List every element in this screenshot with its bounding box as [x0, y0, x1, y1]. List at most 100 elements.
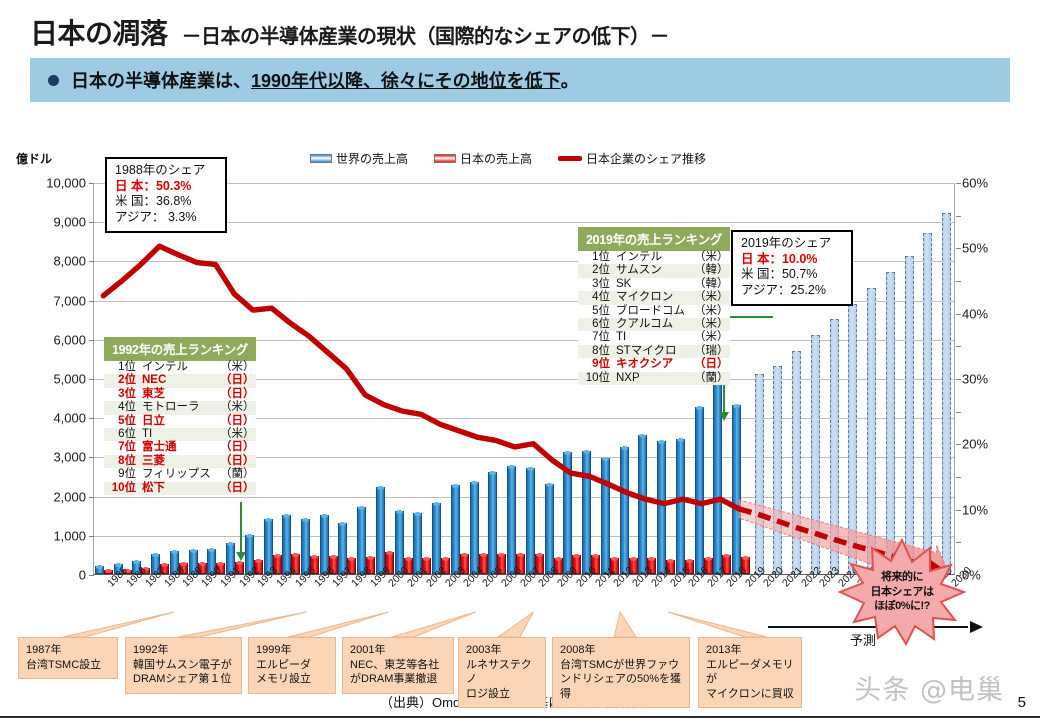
ranking-pos: 1位 — [592, 251, 610, 263]
bar-cap — [311, 554, 318, 559]
bar-cap — [152, 553, 160, 558]
bar-world-2010 — [563, 451, 573, 574]
bar-cap — [170, 550, 178, 555]
bar-cap — [273, 554, 281, 559]
share-callout-1988-title: 1988年のシェア — [115, 163, 206, 177]
legend-item-3: 日本企業のシェア推移 — [558, 150, 706, 167]
timeline-note-year: 2001年 — [350, 644, 386, 656]
bar-cap — [479, 553, 487, 558]
bar-japan-1997 — [328, 554, 338, 574]
starburst-text: 将来的に 日本シェアは ほぼ0%に!? — [838, 538, 966, 646]
tick-mark — [89, 575, 94, 576]
timeline-note-1992年: 1992年 韓国サムスン電子が DRAMシェア第１位 — [125, 637, 242, 694]
bar-japan-2013 — [628, 557, 638, 574]
bar-world-2002 — [413, 511, 423, 574]
bar-cap — [142, 566, 150, 571]
ranking-pos: 7位 — [118, 441, 136, 454]
bar-cap — [629, 557, 637, 562]
ranking-row: 6位 TI （米） — [104, 428, 256, 442]
ranking-country: （日） — [694, 358, 729, 371]
bar-cap — [433, 502, 441, 507]
bar-cap — [227, 542, 235, 547]
bar-cap — [133, 560, 141, 565]
ranking-pos: 5位 — [592, 304, 610, 317]
bar-cap — [404, 556, 412, 561]
tick-mark — [956, 215, 961, 217]
ranking-row: 8位 三菱 （日） — [104, 454, 256, 469]
tick-mark — [89, 339, 94, 341]
tick-mark — [956, 477, 961, 478]
timeline-note-year: 1999年 — [256, 644, 292, 656]
timeline-note-text: メモリ設立 — [256, 673, 311, 686]
ranking-country: （米） — [220, 401, 255, 414]
ranking-row: 3位 SK （韓） — [578, 277, 730, 292]
bar-world-2028 — [904, 256, 914, 574]
y-axis-left-tick: 2,000 — [53, 489, 86, 505]
bar-japan-1993 — [253, 559, 263, 574]
bar-world-1994 — [263, 518, 273, 574]
banner-lead: 日本の半導体産業は、 — [71, 71, 251, 91]
ranking-pos: 7位 — [592, 331, 610, 344]
gridline — [94, 222, 954, 224]
bar-cap — [667, 558, 675, 563]
timeline-note-text: ンドリシェアの50%を獲得 — [560, 673, 682, 700]
ranking-name: フィリップス — [142, 468, 211, 481]
bar-cap — [339, 522, 347, 527]
starburst-line-1: 将来的に — [881, 570, 924, 583]
tick-mark — [89, 300, 94, 302]
bar-cap — [526, 467, 534, 472]
ranking-row: 4位 マイクロン （米） — [578, 291, 730, 305]
timeline-note-year: 1987年 — [26, 644, 62, 656]
y-axis-right-tick: 60% — [962, 175, 989, 191]
bar-cap — [470, 480, 478, 485]
bar-japan-1994 — [272, 554, 282, 574]
bar-world-2019 — [732, 404, 741, 574]
bar-cap — [302, 518, 309, 523]
timeline-note-text: ルネサステクノ — [466, 658, 532, 686]
bar-cap — [554, 556, 562, 561]
y-axis-right-tick: 30% — [962, 371, 989, 387]
ranking-name: TI — [616, 331, 627, 344]
timeline-note-text: エルピーダメモリが — [706, 658, 794, 686]
bar-cap — [489, 471, 497, 476]
forecast-range-arrow: 予測 — [768, 620, 983, 650]
legend-bar-swatch — [310, 154, 332, 163]
chart-container: 億ドル 世界の売上高 日本の売上高 日本企業のシェア推移 0 1,000 2,000 3,… — [0, 110, 1040, 647]
tick-mark — [89, 222, 94, 224]
ranking-country: （日） — [220, 481, 255, 494]
forecast-arrow-shaft — [768, 626, 968, 628]
legend-bar-swatch — [434, 154, 457, 163]
ranking-country: （米） — [694, 331, 729, 344]
timeline-note-1999年: 1999年 エルピーダ メモリ設立 — [248, 637, 336, 694]
ranking-table-2019-body: 1位 インテル （米） 2位 サムスン （韓） 3位 SK （韓） 4位 マイクロン （米） 5位 ブロー… — [578, 251, 730, 386]
bar-cap — [648, 557, 656, 562]
bar-cap — [601, 457, 609, 462]
bar-cap — [676, 437, 684, 442]
bar-japan-2003 — [441, 556, 451, 574]
ranking-name: 富士通 — [142, 441, 177, 454]
bar-cap — [442, 556, 450, 561]
tick-mark — [956, 542, 961, 544]
ranking-row: 9位 フィリップス （蘭） — [104, 468, 256, 482]
forecast-arrow-tip — [970, 621, 983, 633]
bar-world-1985 — [94, 565, 104, 574]
bar-cap — [535, 552, 543, 557]
timeline-note-text: ロジ設立 — [466, 687, 510, 700]
bar-world-2015 — [657, 439, 667, 574]
bar-cap — [208, 547, 216, 552]
bar-cap — [104, 569, 112, 574]
share-callout-2019-us: 米 国：50.7% — [741, 267, 818, 282]
bar-japan-2001 — [403, 556, 413, 574]
bar-cap — [423, 557, 431, 562]
ranking-name: クアルコム — [616, 318, 674, 331]
ranking-row: 2位 NEC （日） — [104, 374, 256, 388]
ranking-country: （米） — [694, 304, 729, 317]
ranking-pos: 9位 — [118, 468, 136, 481]
bar-cap — [292, 553, 300, 558]
ranking-table-2019-title: 2019年の売上ランキング — [578, 227, 730, 251]
bar-world-2004 — [450, 483, 460, 574]
ranking-name: 日立 — [142, 414, 165, 427]
bar-world-2024 — [829, 319, 839, 574]
legend-item-2: 日本の売上高 — [434, 150, 532, 167]
